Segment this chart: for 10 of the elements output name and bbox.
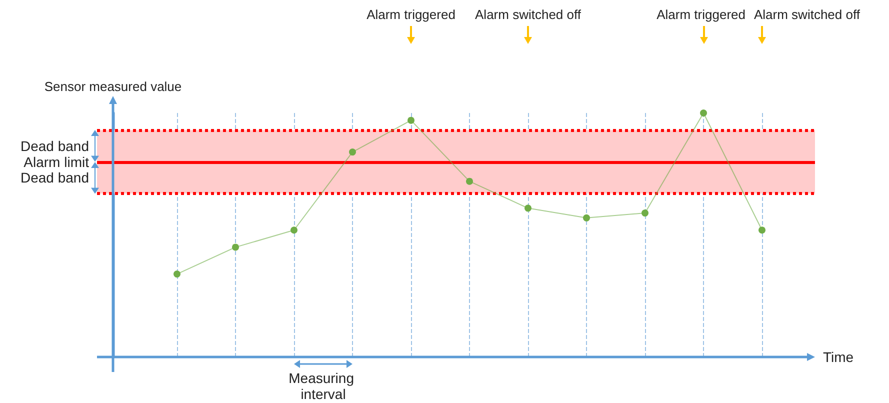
y-axis-title: Sensor measured value (44, 79, 182, 94)
text: Alarm switched off (475, 7, 582, 22)
text: Alarm triggered (656, 7, 746, 22)
band-label: Dead band (20, 138, 89, 154)
x-axis-title: Time (823, 349, 854, 365)
text: Measuring interval (288, 370, 358, 402)
text: Alarm triggered (366, 7, 456, 22)
band-label: Dead band (20, 170, 89, 186)
ref-line-label: Alarm limit (24, 154, 90, 170)
text: Alarm switched off (754, 7, 860, 22)
